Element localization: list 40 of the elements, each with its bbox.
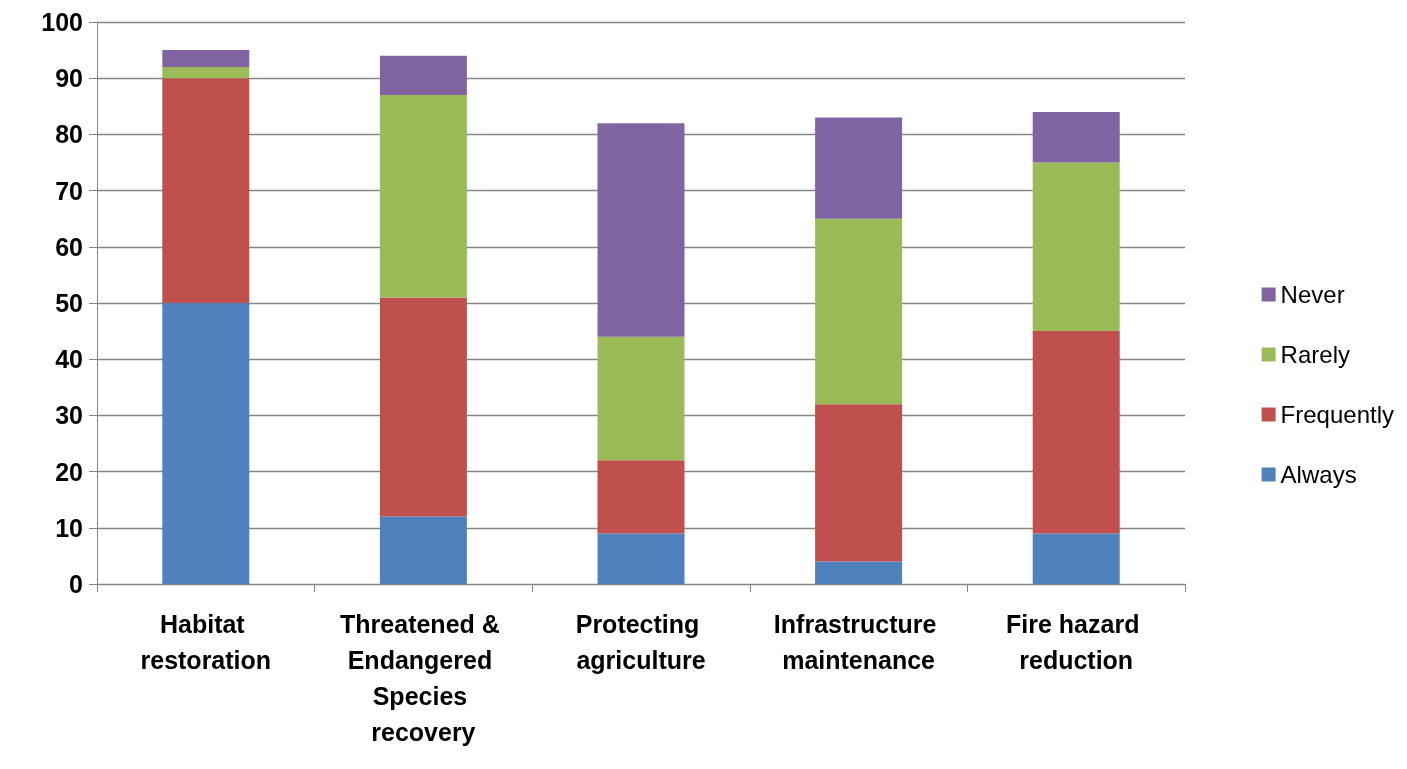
bar: [162, 66, 250, 79]
y-tick-label: 100: [41, 8, 83, 36]
bar: [379, 95, 467, 298]
bar: [815, 561, 903, 584]
y-tick-label: 10: [55, 513, 83, 542]
bar: [162, 78, 250, 303]
bar: [815, 218, 903, 405]
y-tick-label: 50: [55, 289, 83, 317]
legend-label: Rarely: [1280, 341, 1350, 368]
bar: [597, 336, 685, 461]
bar: [597, 533, 685, 584]
y-tick-label: 80: [55, 120, 83, 149]
bar: [162, 50, 250, 67]
bar: [597, 460, 685, 534]
bar: [1032, 533, 1120, 584]
bar: [1032, 331, 1120, 534]
x-tick-label: Fire hazard reduction: [1006, 610, 1147, 674]
bar: [1032, 111, 1120, 163]
y-tick-label: 20: [55, 457, 83, 486]
bar: [815, 117, 903, 219]
x-tick-label: Threatened & Endangered Species recovery: [340, 610, 507, 746]
bar: [597, 123, 685, 337]
legend-label: Never: [1280, 281, 1345, 308]
y-tick-label: 70: [55, 176, 83, 205]
bar: [815, 404, 903, 562]
legend-label: Frequently: [1280, 401, 1394, 428]
bar: [1032, 162, 1120, 332]
bar: [379, 297, 467, 517]
y-tick-label: 90: [55, 64, 83, 93]
legend-label: Always: [1280, 461, 1357, 488]
x-tick-label: Infrastructure maintenance: [773, 610, 944, 674]
y-tick-label: 30: [55, 401, 83, 430]
x-tick-label: Habitat restoration: [140, 610, 272, 674]
bar: [379, 55, 467, 96]
bar: [379, 516, 467, 584]
y-tick-label: 60: [55, 232, 83, 261]
y-tick-label: 40: [55, 345, 83, 374]
y-tick-label: 0: [69, 570, 83, 598]
x-tick-label: Protecting agriculture: [575, 610, 707, 674]
bar: [162, 303, 250, 584]
